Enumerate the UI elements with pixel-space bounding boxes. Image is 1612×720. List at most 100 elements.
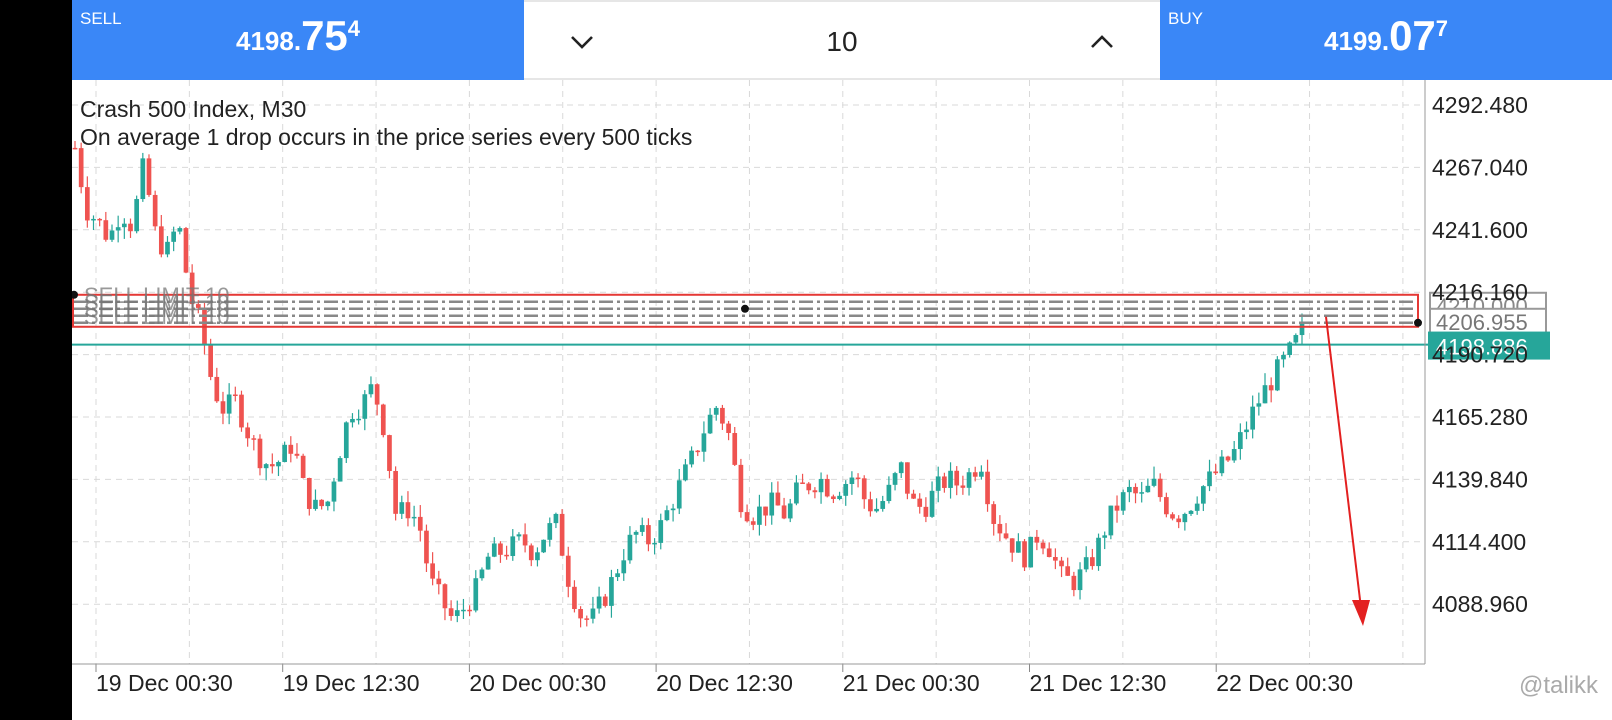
candle-body <box>602 596 608 606</box>
candle-body <box>325 501 331 507</box>
candle-body <box>861 478 867 500</box>
volume-input[interactable]: 10 <box>826 26 858 57</box>
candle-body <box>269 464 275 467</box>
candle-body <box>775 492 781 506</box>
x-tick-label: 21 Dec 00:30 <box>843 670 980 696</box>
sell-button[interactable]: SELL 4198.754 <box>72 0 524 80</box>
price-chart[interactable]: SELL LIMIT 10 SELL LIMIT 10 SELL LIMIT 10 S… <box>72 80 1612 720</box>
candle-body <box>356 418 361 421</box>
one-click-trade-bar: SELL 4198.754 10 BUY 4199.077 <box>72 0 1612 80</box>
candle-body <box>954 470 960 486</box>
candle-body <box>1145 485 1151 493</box>
candle-body <box>892 473 898 485</box>
drawn-arrow-head <box>1352 600 1370 626</box>
candle-body <box>1299 323 1305 336</box>
candle-body <box>337 458 343 482</box>
left-black-bar <box>0 0 72 720</box>
chevron-down-icon[interactable] <box>564 24 600 60</box>
candle-body <box>374 384 380 405</box>
candle-body <box>1071 575 1077 591</box>
sell-limit-label: SELL LIMIT 10 <box>84 283 230 308</box>
candle-body <box>966 472 972 488</box>
candle-body <box>929 490 935 517</box>
candle-body <box>726 423 731 434</box>
candle-body <box>436 578 442 585</box>
candle-body <box>368 384 374 395</box>
candle-body <box>214 376 220 402</box>
candle-body <box>263 464 269 469</box>
candle-body <box>424 530 429 564</box>
candle-body <box>1120 492 1126 511</box>
candle-body <box>997 523 1003 534</box>
x-tick-label: 22 Dec 00:30 <box>1216 670 1353 696</box>
candle-body <box>362 394 368 419</box>
candle-body <box>615 573 620 578</box>
candle-body <box>707 414 713 434</box>
candle-body <box>1053 557 1058 561</box>
candle-body <box>1182 513 1188 523</box>
sell-label: SELL <box>80 9 122 28</box>
candle-body <box>942 476 947 488</box>
candle-body <box>1077 569 1083 591</box>
x-tick-label: 20 Dec 00:30 <box>469 670 606 696</box>
chevron-up-icon[interactable] <box>1084 24 1120 60</box>
candle-body <box>757 506 762 525</box>
candle-body <box>535 552 540 561</box>
candle-body <box>701 433 707 452</box>
candle-body <box>1225 456 1231 461</box>
candle-body <box>103 220 109 240</box>
sell-limit-label: SELL LIMIT 10 <box>84 297 230 322</box>
buy-button[interactable]: BUY 4199.077 <box>1160 0 1612 80</box>
candle-body <box>516 534 522 537</box>
candle-body <box>479 569 485 579</box>
candle-body <box>812 490 818 493</box>
candle-body <box>905 462 910 494</box>
candle-body <box>806 483 812 491</box>
bid-price-tag <box>1428 331 1550 360</box>
candle-body <box>232 394 238 397</box>
candle-body <box>855 477 861 480</box>
y-tick-label: 4216.160 <box>1432 279 1528 305</box>
candle-body <box>251 438 257 440</box>
sell-limit-label: SELL LIMIT 10 <box>84 290 230 315</box>
candle-body <box>1114 505 1120 511</box>
candle-body <box>590 608 596 619</box>
candle-body <box>1009 538 1015 553</box>
candle-body <box>1090 557 1095 567</box>
candle-body <box>78 148 84 188</box>
candle-body <box>849 477 855 484</box>
candle-body <box>1287 342 1293 355</box>
candle-body <box>171 231 176 242</box>
candle-body <box>787 503 793 519</box>
y-tick-label: 4114.400 <box>1432 529 1526 555</box>
candle-body <box>695 450 701 453</box>
chart-description: On average 1 drop occurs in the price se… <box>80 124 693 150</box>
candle-body <box>504 554 509 557</box>
candle-body <box>744 512 750 522</box>
candle-body <box>886 484 892 502</box>
buy-label: BUY <box>1168 9 1203 28</box>
candle-body <box>1034 536 1040 543</box>
candle-body <box>683 464 688 481</box>
candle-body <box>467 609 472 612</box>
candle-body <box>609 577 614 606</box>
candle-body <box>960 485 966 488</box>
candle-body <box>146 158 152 195</box>
candle-body <box>1083 557 1089 570</box>
y-tick-label: 4267.040 <box>1432 154 1528 180</box>
candle-body <box>1028 536 1034 568</box>
candle-body <box>935 476 941 491</box>
candle-body <box>276 462 281 467</box>
candle-body <box>837 495 842 500</box>
candle-body <box>818 478 824 493</box>
candle-body <box>763 506 768 516</box>
candle-body <box>689 450 694 465</box>
x-tick-label: 19 Dec 12:30 <box>283 670 420 696</box>
order-handle-dot <box>1414 318 1422 327</box>
candle-body <box>1231 449 1237 461</box>
candle-body <box>769 492 775 516</box>
candle-body <box>1170 514 1175 519</box>
candle-body <box>1108 505 1114 536</box>
candle-body <box>350 418 355 423</box>
